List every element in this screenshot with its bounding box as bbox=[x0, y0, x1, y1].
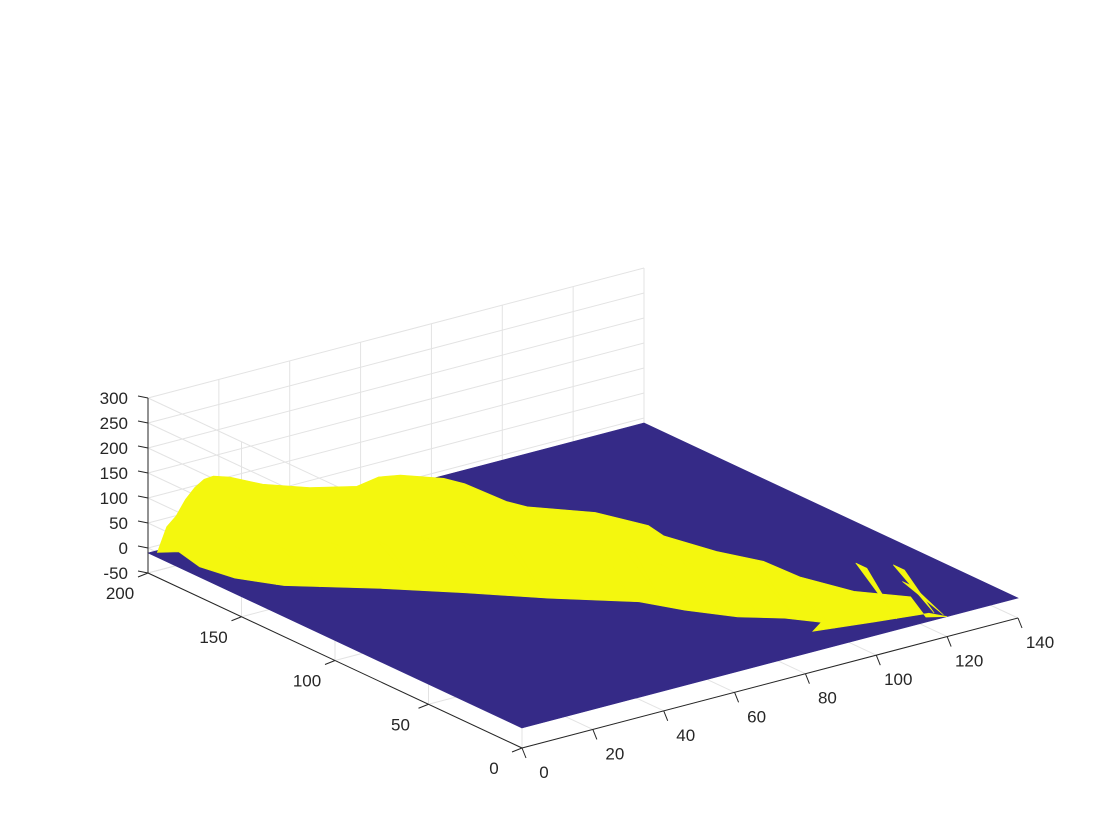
x-tick bbox=[521, 747, 527, 759]
y-tick bbox=[231, 616, 242, 622]
y-tick bbox=[511, 747, 523, 753]
y-tick-label: 150 bbox=[199, 628, 227, 647]
z-tick-label: 250 bbox=[100, 414, 128, 433]
x-tick bbox=[875, 654, 881, 666]
surface-spike bbox=[420, 534, 462, 592]
surface-spike bbox=[278, 545, 321, 588]
surface-spike bbox=[718, 563, 760, 617]
z-tick-label: 50 bbox=[109, 514, 128, 533]
grid-line bbox=[147, 317, 645, 449]
y-tick-label: 0 bbox=[489, 759, 498, 778]
y-tick bbox=[137, 572, 149, 578]
x-tick bbox=[946, 636, 952, 647]
x-tick bbox=[663, 710, 669, 722]
z-tick-label: 150 bbox=[100, 464, 128, 483]
surface-spike bbox=[622, 546, 665, 607]
axis-layer bbox=[137, 395, 1023, 759]
x-tick-label: 20 bbox=[605, 744, 624, 763]
z-tick bbox=[137, 445, 149, 449]
x-tick bbox=[734, 692, 740, 703]
surface-spike bbox=[503, 540, 546, 597]
z-tick-label: 200 bbox=[100, 439, 128, 458]
surface-spike bbox=[376, 540, 419, 589]
surface-spike bbox=[329, 541, 372, 588]
surface-spike bbox=[589, 539, 633, 602]
x-tick bbox=[1017, 617, 1023, 629]
surface-spike bbox=[656, 562, 698, 612]
surface-spike bbox=[235, 546, 277, 586]
surface-spike bbox=[460, 540, 502, 595]
surface-layer bbox=[147, 422, 1019, 729]
y-tick-label: 200 bbox=[106, 584, 134, 603]
x-tick bbox=[804, 673, 810, 684]
surface-spike bbox=[754, 569, 796, 619]
tick-labels: 020406080100120140050100150200-500501001… bbox=[100, 389, 1055, 782]
z-tick bbox=[137, 570, 149, 574]
x-tick-label: 80 bbox=[818, 689, 837, 708]
x-tick bbox=[592, 729, 598, 740]
surface-spike bbox=[892, 564, 935, 614]
y-tick-label: 50 bbox=[391, 715, 410, 734]
grid-line bbox=[147, 292, 645, 424]
x-tick-label: 120 bbox=[955, 652, 983, 671]
y-tick-label: 100 bbox=[293, 672, 321, 691]
z-tick bbox=[137, 470, 149, 474]
y-tick bbox=[418, 703, 429, 709]
x-tick-label: 40 bbox=[676, 726, 695, 745]
surface-spike bbox=[679, 558, 722, 615]
x-axis-line bbox=[521, 617, 1019, 749]
surface-spike bbox=[855, 562, 898, 620]
z-tick bbox=[137, 520, 149, 524]
surface-spike bbox=[779, 568, 822, 620]
surface-body bbox=[156, 474, 948, 632]
grid-line bbox=[147, 367, 645, 499]
grid-line bbox=[147, 267, 645, 399]
z-tick-label: 300 bbox=[100, 389, 128, 408]
x-tick-label: 0 bbox=[539, 763, 548, 782]
x-tick-label: 100 bbox=[884, 670, 912, 689]
z-tick bbox=[137, 495, 149, 499]
x-tick-label: 60 bbox=[747, 707, 766, 726]
y-tick bbox=[324, 660, 336, 665]
z-tick-label: -50 bbox=[103, 564, 128, 583]
z-tick-label: 0 bbox=[119, 539, 128, 558]
grid-line bbox=[147, 342, 645, 474]
z-tick bbox=[137, 545, 149, 549]
x-tick-label: 140 bbox=[1026, 633, 1054, 652]
z-tick bbox=[137, 420, 149, 424]
surface-spike bbox=[546, 539, 589, 599]
z-tick-label: 100 bbox=[100, 489, 128, 508]
z-tick bbox=[137, 395, 149, 399]
